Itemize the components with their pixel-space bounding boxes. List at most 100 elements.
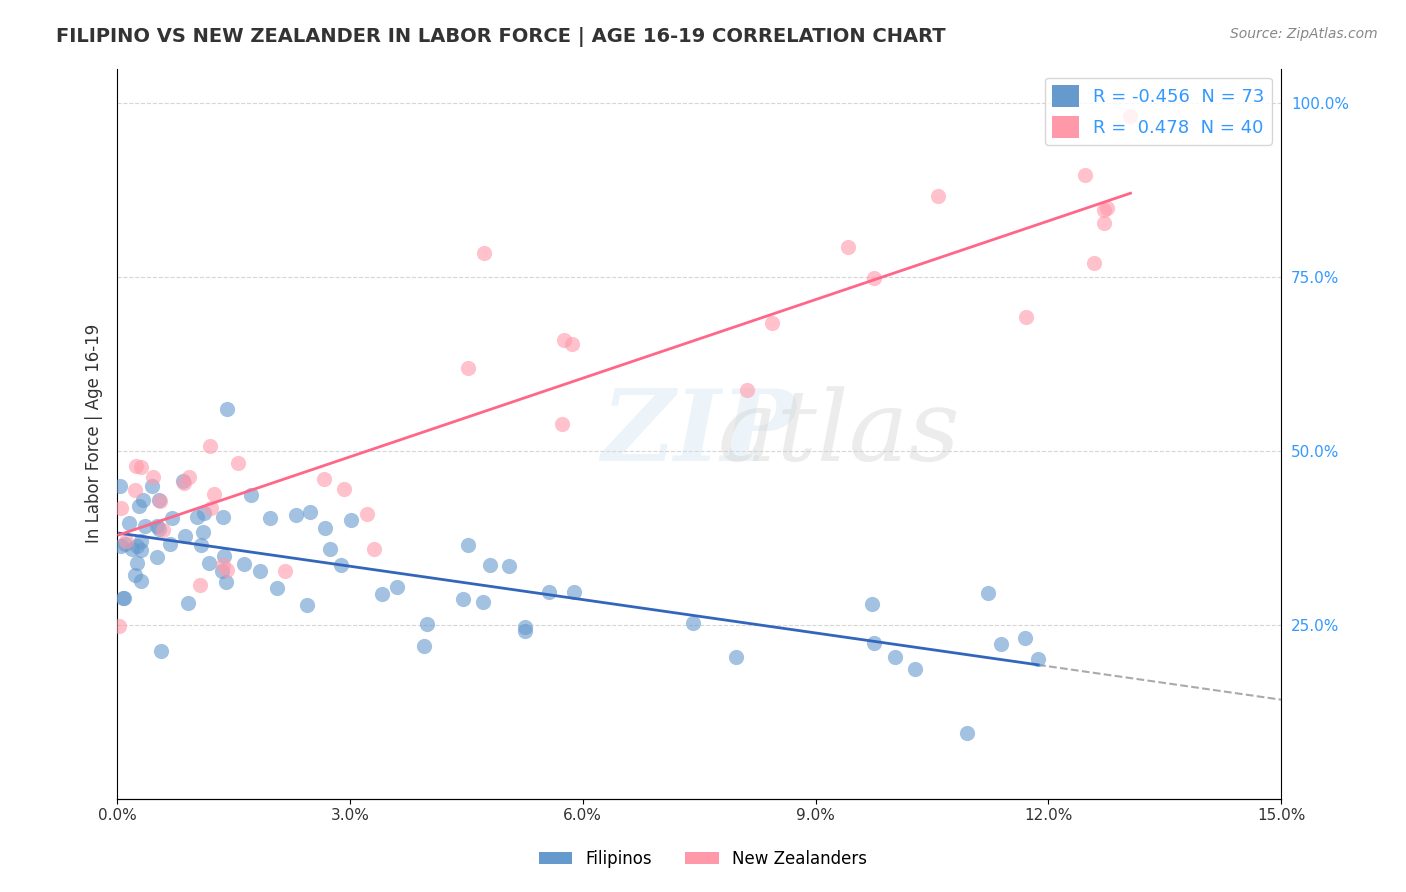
- Point: [1083, 256, 1105, 270]
- Point: [190, 538, 212, 552]
- Point: [240, 488, 263, 502]
- Point: [298, 505, 321, 519]
- Point: [202, 487, 225, 501]
- Point: [457, 537, 479, 551]
- Point: [285, 508, 308, 522]
- Point: [1073, 168, 1095, 182]
- Point: [146, 549, 169, 564]
- Point: [125, 539, 148, 553]
- Point: [172, 474, 194, 488]
- Point: [1014, 631, 1036, 645]
- Point: [1026, 651, 1049, 665]
- Point: [115, 534, 138, 549]
- Point: [232, 557, 254, 571]
- Point: [1015, 310, 1038, 325]
- Point: [149, 644, 172, 658]
- Point: [761, 316, 783, 330]
- Point: [114, 537, 136, 551]
- Point: [198, 557, 221, 571]
- Point: [129, 574, 152, 588]
- Point: [312, 472, 335, 486]
- Point: [152, 523, 174, 537]
- Point: [837, 240, 859, 254]
- Point: [498, 559, 520, 574]
- Point: [121, 542, 143, 557]
- Point: [129, 533, 152, 548]
- Point: [332, 482, 354, 496]
- Point: [217, 401, 239, 416]
- Point: [149, 494, 172, 508]
- Point: [146, 518, 169, 533]
- Point: [107, 618, 129, 632]
- Point: [297, 598, 319, 612]
- Point: [212, 549, 235, 564]
- Point: [249, 564, 271, 578]
- Point: [108, 478, 131, 492]
- Point: [160, 510, 183, 524]
- Point: [142, 469, 165, 483]
- Point: [211, 558, 233, 572]
- Point: [356, 507, 378, 521]
- Point: [737, 383, 759, 397]
- Point: [159, 537, 181, 551]
- Point: [173, 476, 195, 491]
- Point: [190, 578, 212, 592]
- Point: [128, 500, 150, 514]
- Point: [118, 516, 141, 530]
- Point: [148, 523, 170, 537]
- Point: [883, 649, 905, 664]
- Point: [551, 417, 574, 431]
- Point: [862, 271, 884, 285]
- Point: [860, 597, 883, 611]
- Point: [228, 457, 250, 471]
- Point: [513, 624, 536, 638]
- Point: [125, 458, 148, 473]
- Point: [112, 591, 135, 606]
- Point: [124, 568, 146, 582]
- Point: [124, 483, 146, 497]
- Point: [472, 245, 495, 260]
- Point: [904, 662, 927, 676]
- Legend: Filipinos, New Zealanders: Filipinos, New Zealanders: [533, 844, 873, 875]
- Point: [129, 542, 152, 557]
- Point: [211, 564, 233, 578]
- Point: [215, 575, 238, 590]
- Point: [173, 529, 195, 543]
- Point: [1092, 203, 1115, 218]
- Point: [132, 493, 155, 508]
- Point: [266, 582, 288, 596]
- Point: [186, 510, 208, 524]
- Point: [215, 564, 238, 578]
- Point: [453, 591, 475, 606]
- Point: [110, 500, 132, 515]
- Legend: R = -0.456  N = 73, R =  0.478  N = 40: R = -0.456 N = 73, R = 0.478 N = 40: [1045, 78, 1272, 145]
- Point: [863, 636, 886, 650]
- Point: [725, 650, 748, 665]
- Point: [1119, 109, 1142, 123]
- Point: [319, 541, 342, 556]
- Point: [274, 564, 297, 578]
- Point: [413, 639, 436, 653]
- Point: [479, 558, 502, 572]
- Point: [513, 620, 536, 634]
- Text: Source: ZipAtlas.com: Source: ZipAtlas.com: [1230, 27, 1378, 41]
- Text: ZIP: ZIP: [602, 385, 797, 482]
- Point: [1095, 202, 1118, 216]
- Point: [1092, 216, 1115, 230]
- Point: [340, 513, 363, 527]
- Point: [538, 585, 561, 599]
- Point: [457, 361, 479, 376]
- Point: [314, 520, 336, 534]
- Point: [110, 539, 132, 553]
- Point: [956, 726, 979, 740]
- Point: [129, 460, 152, 475]
- Point: [191, 524, 214, 539]
- Point: [927, 188, 949, 202]
- Point: [415, 617, 437, 632]
- Point: [177, 596, 200, 610]
- Point: [125, 556, 148, 570]
- Point: [561, 336, 583, 351]
- Point: [553, 333, 575, 347]
- Point: [259, 510, 281, 524]
- Point: [141, 479, 163, 493]
